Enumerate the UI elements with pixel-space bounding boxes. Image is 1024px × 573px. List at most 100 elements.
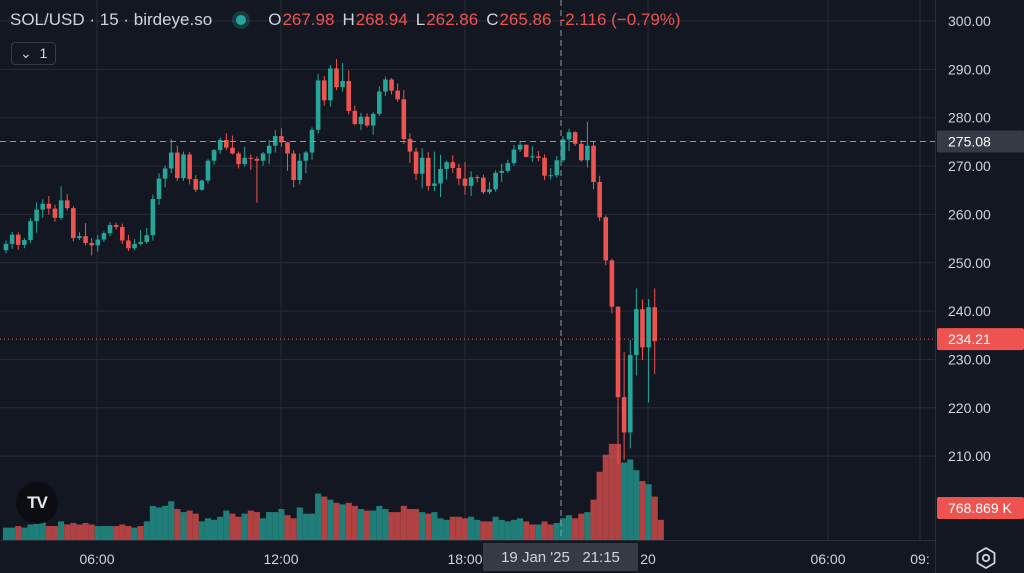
candle-body (242, 157, 247, 165)
candle-body (297, 160, 303, 181)
volume-bar (529, 524, 536, 540)
candle-body (52, 208, 58, 218)
candle-body (28, 221, 33, 241)
candle-body (621, 397, 627, 433)
candle-body (193, 179, 199, 190)
candle-body (217, 139, 223, 151)
volume-bar (137, 526, 144, 540)
y-tick-label: 280.00 (948, 110, 991, 126)
volume-bar (498, 519, 505, 540)
candle-body (530, 156, 535, 158)
volume-bar (149, 505, 156, 540)
candle-body (481, 177, 486, 193)
candle-body (591, 145, 596, 183)
candle-body (566, 132, 572, 140)
y-tick-label: 210.00 (948, 448, 991, 464)
close-label: C (486, 10, 499, 29)
volume-bar (315, 493, 322, 540)
candle-body (585, 145, 590, 161)
candle-body (523, 144, 529, 157)
volume-bar (278, 509, 285, 540)
volume-bar (21, 527, 28, 540)
low-value: 262.86 (426, 10, 479, 29)
volume-bar (27, 524, 34, 540)
candle-body (230, 147, 235, 154)
candle-body (89, 242, 94, 246)
volume-value-label: 768.869 K (948, 500, 1012, 516)
candle-body (462, 178, 468, 186)
volume-bar (333, 502, 340, 540)
candle-body (407, 138, 413, 152)
indicators-toggle[interactable]: ⌄ 1 (11, 42, 57, 65)
candle-body (211, 150, 217, 161)
volume-bar (492, 516, 499, 540)
candle-body (162, 168, 168, 179)
candlesticks (3, 59, 658, 464)
volume-bar (455, 516, 462, 540)
settings-gear-icon[interactable] (974, 546, 998, 570)
logo-text: TV (27, 493, 48, 512)
legend-header: SOL/USD · 15 · birdeye.so O 267.98 H 268.9… (10, 10, 681, 30)
y-tick-label: 230.00 (948, 351, 991, 367)
candle-body (83, 236, 88, 243)
open-label: O (268, 10, 282, 29)
candle-body (652, 307, 658, 342)
volume-bar (461, 518, 469, 540)
candle-body (3, 243, 9, 251)
candle-body (413, 151, 419, 174)
volume-bar (253, 512, 260, 540)
candle-body (364, 116, 370, 126)
volume-bar (321, 496, 328, 540)
candle-body (511, 149, 517, 164)
candle-body (560, 139, 566, 161)
volume-bar (535, 524, 542, 540)
candle-body (132, 243, 137, 249)
candle-body (71, 208, 76, 239)
volume-bar (119, 524, 126, 540)
chevron-down-icon: ⌄ (20, 45, 32, 61)
x-tick-label: 20 (640, 551, 656, 567)
x-tick-label: 18:00 (447, 551, 482, 567)
volume-bar (45, 526, 52, 540)
volume-bar (266, 512, 273, 540)
volume-bar (510, 519, 518, 540)
volume-bar (468, 516, 475, 540)
candle-body (113, 225, 119, 227)
volume-bar (33, 522, 40, 540)
y-tick-label: 220.00 (948, 400, 991, 416)
volume-bar (296, 507, 303, 540)
x-tick-label: 06:00 (810, 551, 845, 567)
volume-bar (180, 512, 187, 540)
open-value: 267.98 (282, 10, 335, 29)
volume-bar (633, 470, 640, 540)
tradingview-logo[interactable]: TV (16, 482, 58, 524)
volume-bar (443, 519, 450, 540)
candle-body (493, 172, 498, 190)
candle-body (144, 235, 150, 242)
candle-body (9, 234, 15, 244)
candle-body (438, 168, 443, 184)
candle-body (107, 225, 113, 234)
symbol-title[interactable]: SOL/USD · 15 · birdeye.so (10, 10, 213, 29)
candle-body (517, 144, 523, 150)
volume-bar (143, 521, 150, 540)
candle-body (425, 157, 431, 186)
volume-bar (590, 499, 597, 540)
volume-bar (357, 509, 365, 540)
candle-body (321, 80, 327, 101)
candle-body (401, 99, 407, 139)
candle-body (285, 142, 290, 154)
candle-body (266, 145, 272, 154)
volume-bar (345, 502, 352, 540)
volume-bar (162, 505, 169, 540)
volume-bar (431, 512, 438, 540)
volume-bar (614, 443, 622, 540)
volume-bar (639, 481, 646, 540)
candle-body (272, 136, 278, 146)
volume-bar (547, 524, 554, 540)
candle-body (150, 198, 156, 236)
y-tick-label: 300.00 (948, 13, 991, 29)
volume-bar (113, 526, 120, 540)
volume-bar (370, 510, 377, 540)
